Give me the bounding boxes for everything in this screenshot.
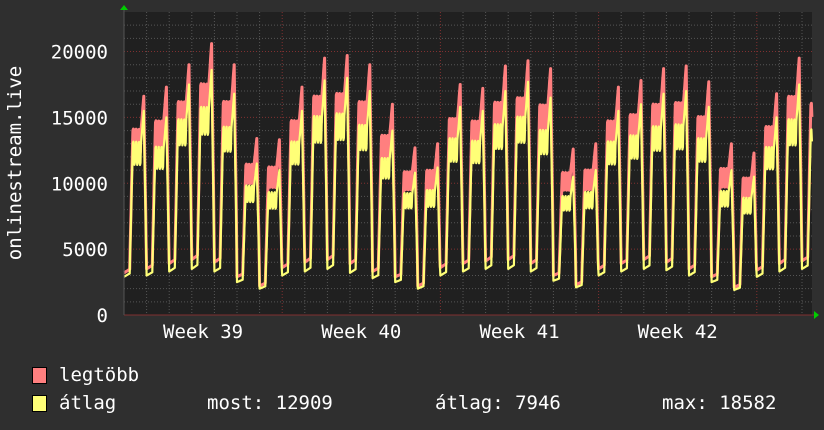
stat-max: max: 18582 (662, 392, 777, 414)
x-tick-label: Week 42 (638, 321, 718, 343)
stat-current: most: 12909 (207, 392, 333, 414)
legend-label-avg: átlag (59, 392, 117, 414)
y-tick-label: 0 (97, 305, 108, 327)
legend-item-max: legtöbb (32, 364, 139, 386)
y-tick-label: 10000 (51, 173, 108, 195)
series-line-avg (123, 68, 813, 292)
x-tick-label: Week 40 (321, 321, 401, 343)
stat-average: átlag: 7946 (435, 392, 561, 414)
y-tick-label: 20000 (51, 42, 108, 64)
x-tick-label: Week 41 (479, 321, 559, 343)
legend-item-avg: átlag (32, 392, 116, 414)
x-axis-arrow-icon (814, 311, 819, 319)
y-axis-arrow-icon (120, 5, 128, 10)
y-tick-label: 15000 (51, 107, 108, 129)
y-axis-label: onlinestream.live (4, 66, 26, 260)
legend-label-max: legtöbb (59, 364, 140, 386)
legend-swatch-avg (32, 394, 47, 412)
legend-swatch-max (32, 366, 47, 384)
y-tick-label: 5000 (62, 239, 108, 261)
x-tick-label: Week 39 (163, 321, 243, 343)
